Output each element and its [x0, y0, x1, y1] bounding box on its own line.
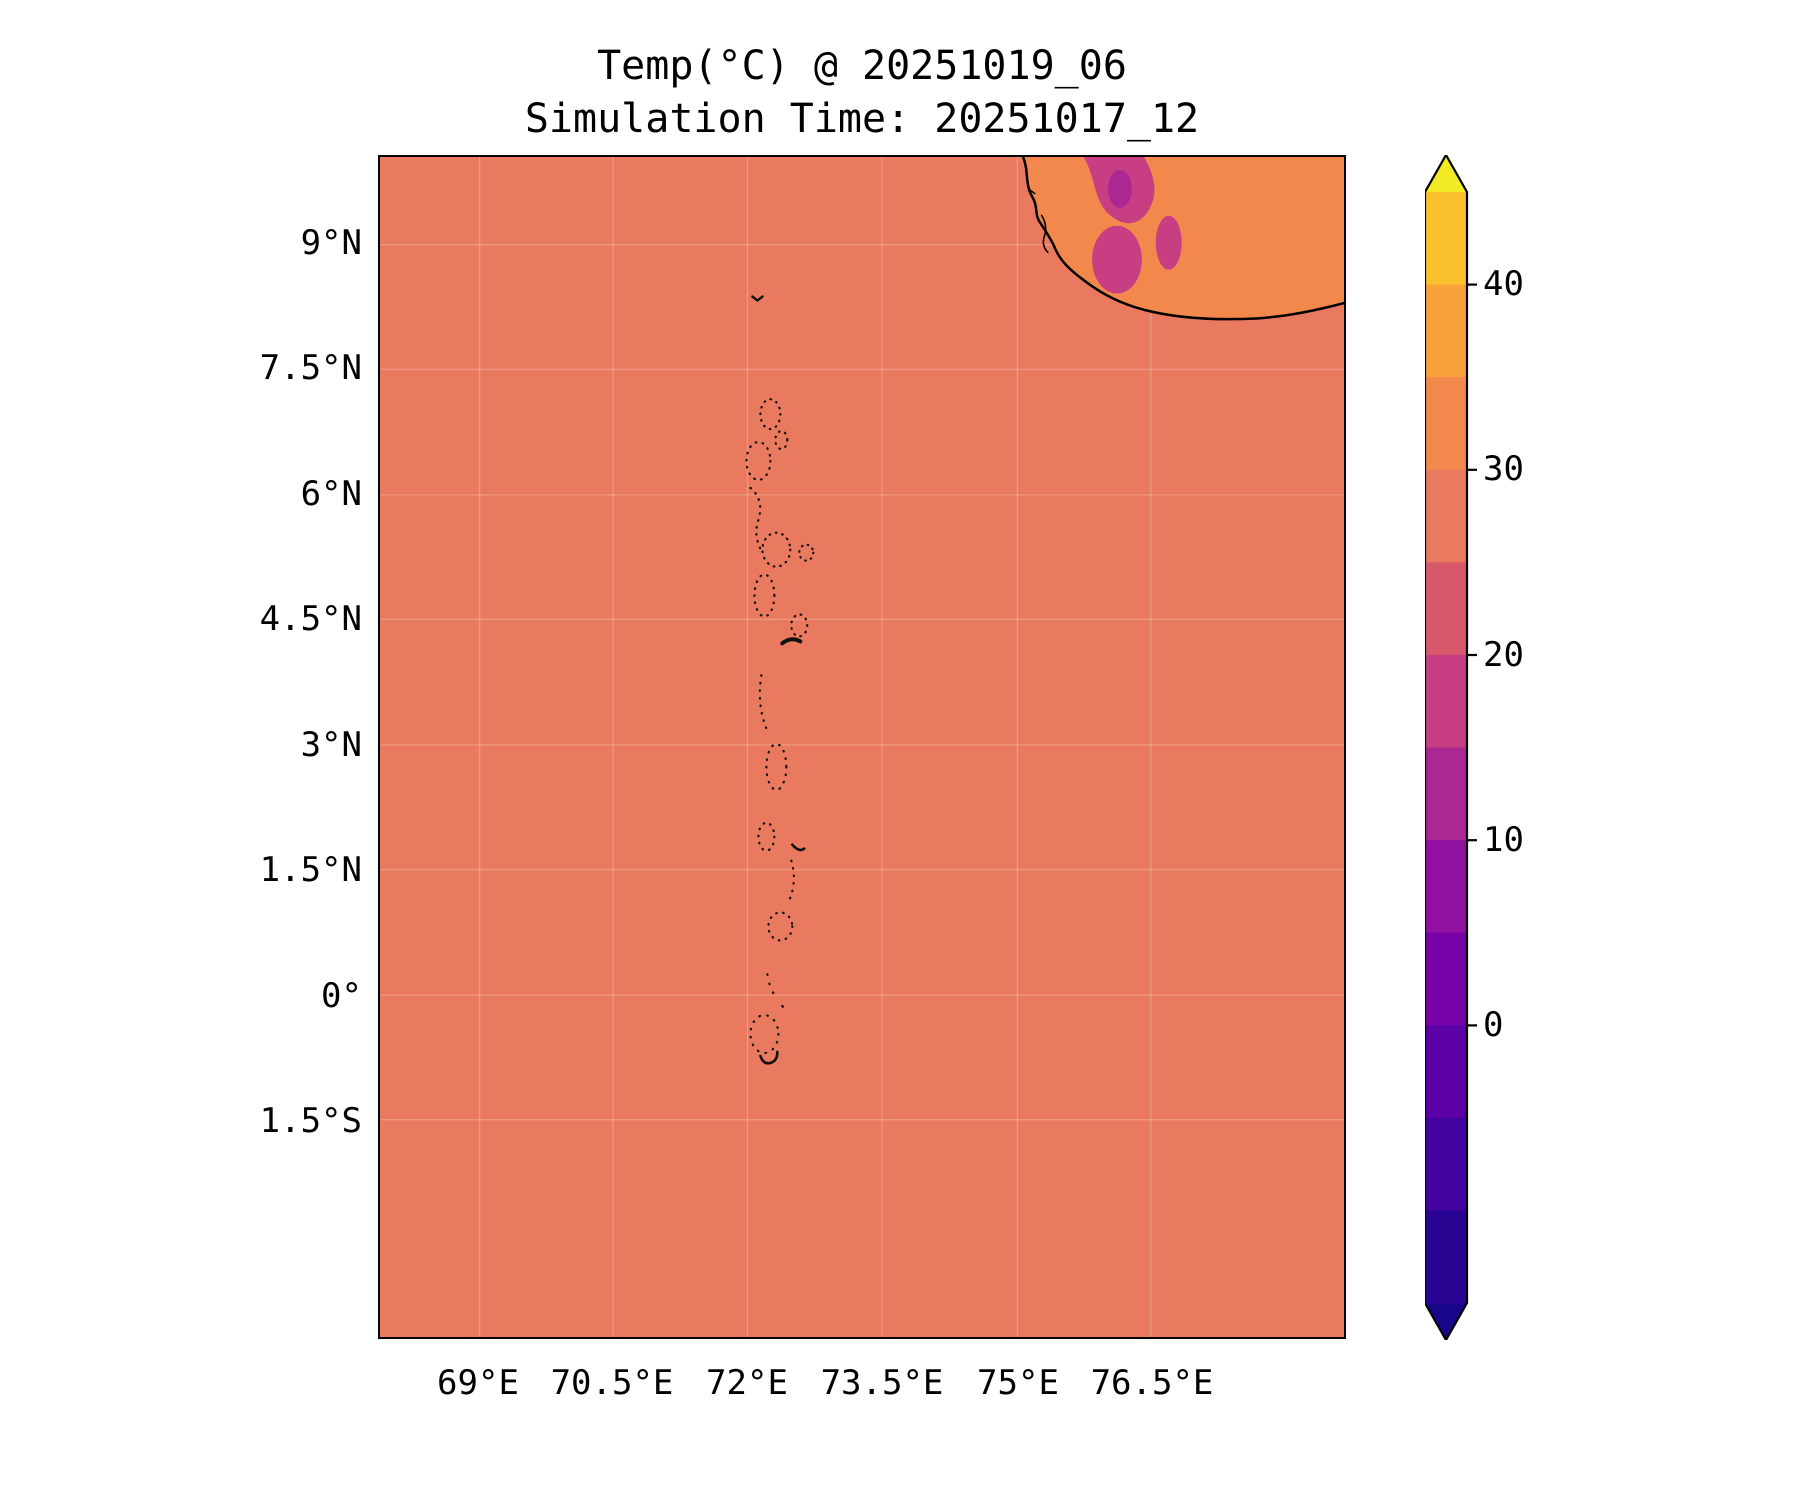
colorbar-tick-40: 40 — [1483, 264, 1524, 304]
map-canvas — [380, 157, 1344, 1337]
colorbar — [1423, 152, 1483, 1343]
lat-tick-4-5n: 4.5°N — [259, 599, 362, 639]
india-coastline — [1021, 157, 1344, 321]
maldives-atoll-chain — [745, 295, 815, 1065]
lon-tick-70-5e: 70.5°E — [550, 1363, 674, 1403]
lon-tick-76-5e: 76.5°E — [1090, 1363, 1214, 1403]
colorbar-tick-marks — [1467, 283, 1477, 1027]
lat-tick-1-5n: 1.5°N — [259, 850, 362, 890]
colorbar-tick-10: 10 — [1483, 820, 1524, 860]
figure-title-block: Temp(°C) @ 20251019_06 Simulation Time: … — [378, 40, 1346, 146]
sea-fill — [380, 157, 1344, 1337]
lon-tick-75e: 75°E — [977, 1363, 1059, 1403]
lon-tick-69e: 69°E — [437, 1363, 519, 1403]
ghats-cool-patch-east — [1155, 215, 1182, 270]
map-plot-area — [378, 155, 1346, 1339]
colorbar-tick-20: 20 — [1483, 635, 1524, 675]
colorbar-tick-0: 0 — [1483, 1005, 1504, 1045]
colorbar-tick-30: 30 — [1483, 449, 1524, 489]
lon-tick-72e: 72°E — [706, 1363, 788, 1403]
colorbar-band-group — [1425, 192, 1467, 1304]
coast-detail-mark — [1027, 188, 1036, 195]
lat-tick-6n: 6°N — [300, 474, 362, 514]
colorbar-extend-over-triangle — [1425, 155, 1467, 192]
lon-tick-73-5e: 73.5°E — [820, 1363, 944, 1403]
ghats-cooler-core — [1107, 169, 1132, 208]
backwater-detail-line — [1040, 214, 1049, 254]
colorbar-canvas — [1423, 152, 1477, 1343]
lat-tick-1-5s: 1.5°S — [259, 1101, 362, 1141]
india-landmass — [1021, 157, 1344, 321]
lat-tick-9n: 9°N — [300, 223, 362, 263]
lat-tick-3n: 3°N — [300, 725, 362, 765]
figure-title: Temp(°C) @ 20251019_06 — [597, 43, 1127, 89]
lat-tick-0: 0° — [321, 976, 362, 1016]
lat-tick-7-5n: 7.5°N — [259, 348, 362, 388]
figure-subtitle: Simulation Time: 20251017_12 — [524, 95, 1200, 142]
colorbar-extend-under-triangle — [1425, 1303, 1467, 1340]
ghats-cool-patch-mid — [1092, 225, 1142, 294]
